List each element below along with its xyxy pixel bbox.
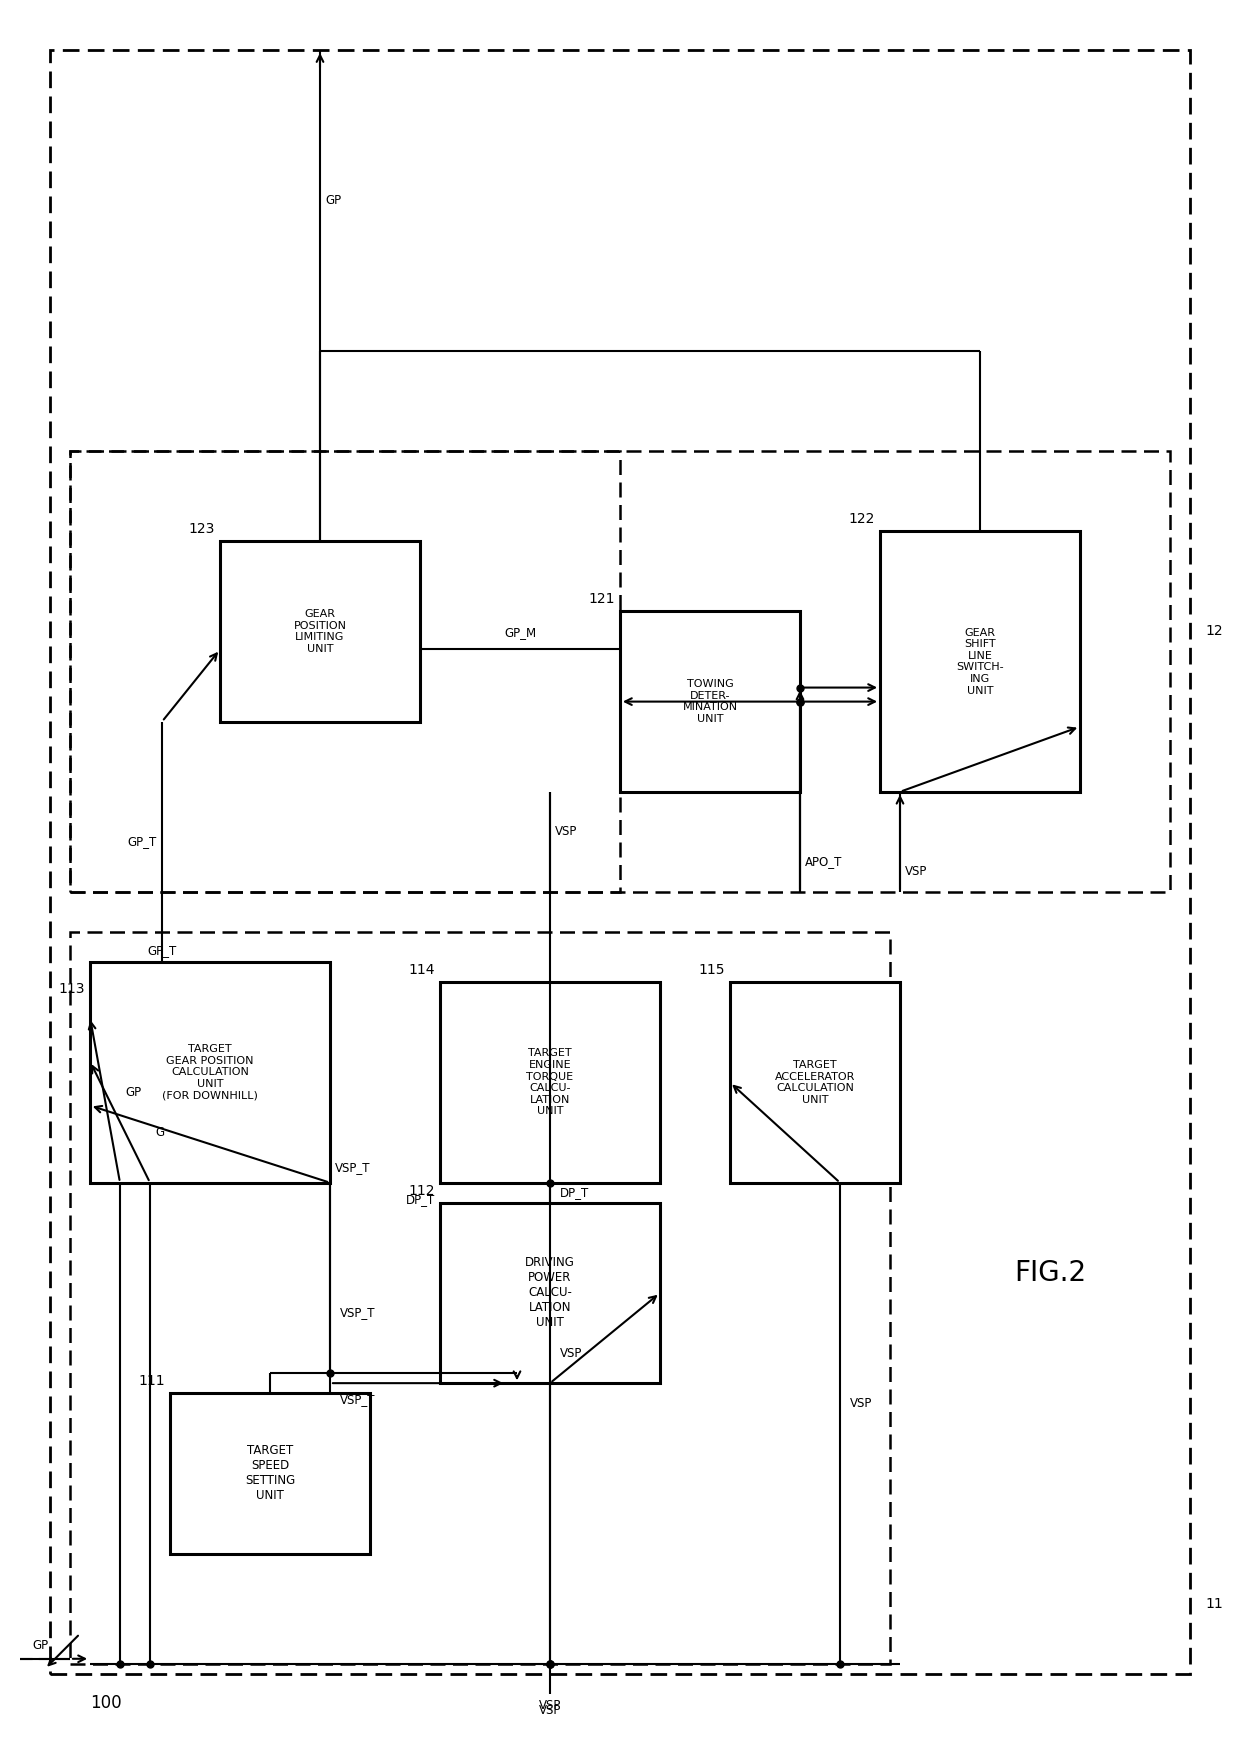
Text: 123: 123 (188, 523, 215, 537)
Text: VSP_T: VSP_T (340, 1393, 376, 1407)
Text: 112: 112 (408, 1184, 435, 1198)
Bar (170, 1393, 370, 1554)
Bar (69, 931, 890, 1665)
Text: TARGET
ACCELERATOR
CALCULATION
UNIT: TARGET ACCELERATOR CALCULATION UNIT (775, 1059, 856, 1105)
Bar (69, 451, 1171, 893)
Text: VSP_T: VSP_T (340, 1307, 376, 1319)
Text: GP: GP (125, 1086, 141, 1100)
Text: VSP: VSP (539, 1700, 562, 1712)
Text: TOWING
DETER-
MINATION
UNIT: TOWING DETER- MINATION UNIT (682, 679, 738, 724)
Bar (620, 612, 800, 791)
Text: G: G (155, 1126, 164, 1138)
Text: GEAR
SHIFT
LINE
SWITCH-
ING
UNIT: GEAR SHIFT LINE SWITCH- ING UNIT (956, 628, 1004, 696)
Text: GP: GP (325, 195, 341, 207)
Text: 114: 114 (408, 963, 435, 977)
Bar (880, 531, 1080, 791)
Text: 121: 121 (589, 593, 615, 607)
Bar (730, 982, 900, 1182)
Text: DP_T: DP_T (405, 1193, 435, 1205)
Text: GP_T: GP_T (148, 944, 176, 958)
Text: 122: 122 (848, 512, 875, 526)
Text: 12: 12 (1205, 624, 1223, 638)
Text: GP_M: GP_M (503, 626, 536, 640)
Text: VSP: VSP (849, 1396, 873, 1410)
Text: 113: 113 (58, 982, 86, 996)
Bar (219, 542, 420, 721)
Text: 111: 111 (139, 1373, 165, 1387)
Bar (440, 982, 660, 1182)
Text: 100: 100 (91, 1694, 122, 1712)
Text: APO_T: APO_T (805, 856, 842, 868)
Text: 115: 115 (698, 963, 725, 977)
Text: TARGET
ENGINE
TORQUE
CALCU-
LATION
UNIT: TARGET ENGINE TORQUE CALCU- LATION UNIT (527, 1049, 574, 1117)
Bar (91, 963, 330, 1182)
Text: TARGET
SPEED
SETTING
UNIT: TARGET SPEED SETTING UNIT (244, 1444, 295, 1503)
Text: DP_T: DP_T (560, 1186, 589, 1200)
Text: DRIVING
POWER
CALCU-
LATION
UNIT: DRIVING POWER CALCU- LATION UNIT (525, 1256, 575, 1330)
Bar (69, 451, 620, 893)
Text: TARGET
GEAR POSITION
CALCULATION
UNIT
(FOR DOWNHILL): TARGET GEAR POSITION CALCULATION UNIT (F… (162, 1044, 258, 1102)
Text: GP: GP (32, 1638, 48, 1652)
Text: VSP: VSP (560, 1347, 583, 1359)
Bar (440, 1203, 660, 1384)
Text: GEAR
POSITION
LIMITING
UNIT: GEAR POSITION LIMITING UNIT (294, 609, 346, 654)
Text: VSP: VSP (905, 865, 928, 879)
Text: GP_T: GP_T (128, 835, 157, 849)
Text: 11: 11 (1205, 1596, 1223, 1610)
Text: VSP: VSP (539, 1703, 562, 1717)
Text: VSP_T: VSP_T (335, 1161, 371, 1173)
Text: VSP: VSP (556, 826, 578, 838)
Text: FIG.2: FIG.2 (1014, 1259, 1086, 1287)
